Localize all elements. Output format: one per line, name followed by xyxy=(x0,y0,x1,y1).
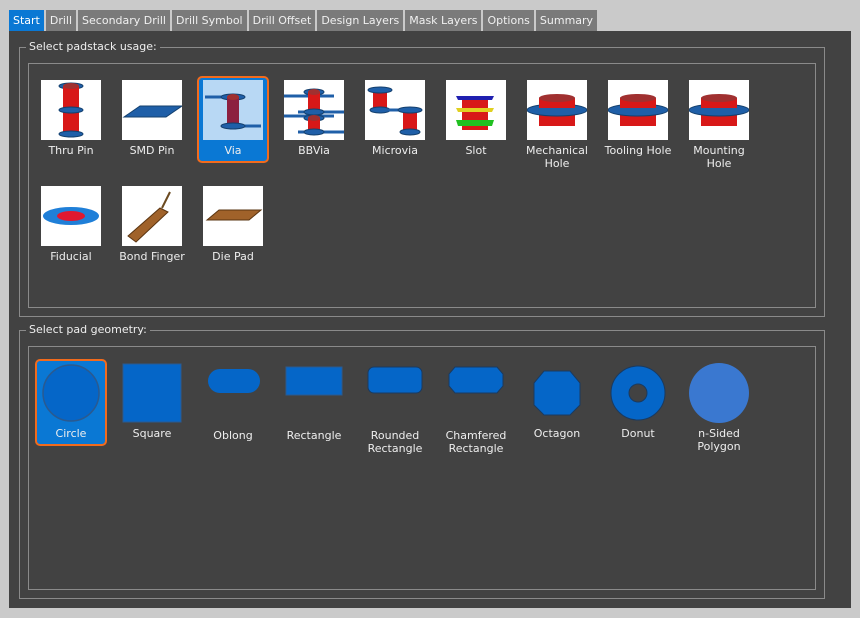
rounded-rectangle-icon xyxy=(367,366,423,394)
tab-design-layers[interactable]: Design Layers xyxy=(317,10,404,31)
option-label: BBVia xyxy=(298,144,330,157)
option-label: SMD Pin xyxy=(129,144,175,157)
usage-option-fiducial[interactable]: Fiducial xyxy=(37,184,105,265)
usage-option-slot[interactable]: Slot xyxy=(442,78,510,159)
hole-icon xyxy=(689,80,749,140)
usage-option-smd-pin[interactable]: SMD Pin xyxy=(118,78,186,159)
microvia-icon xyxy=(365,80,425,140)
padstack-usage-list: Thru Pin SMD Pin Via BBVia Microvia Slot Mecha… xyxy=(28,63,816,308)
chamfered-rectangle-icon xyxy=(448,366,504,394)
option-label: Slot xyxy=(465,144,487,157)
usage-option-via[interactable]: Via xyxy=(197,76,269,163)
geometry-option-square[interactable]: Square xyxy=(118,361,186,442)
option-label: Fiducial xyxy=(50,250,92,263)
octagon-icon xyxy=(533,370,581,416)
tab-drill[interactable]: Drill xyxy=(45,10,77,31)
geometry-option-circle[interactable]: Circle xyxy=(35,359,107,446)
bbvia-icon xyxy=(284,80,344,140)
usage-option-hole[interactable]: Mounting Hole xyxy=(685,78,753,172)
option-label: Oblong xyxy=(213,429,253,442)
option-label: n-Sided Polygon xyxy=(697,427,741,453)
geometry-option-oblong[interactable]: Oblong xyxy=(199,363,267,444)
tab-drill-symbol[interactable]: Drill Symbol xyxy=(171,10,247,31)
geometry-option-rounded-rectangle[interactable]: Rounded Rectangle xyxy=(361,363,429,457)
usage-option-die-pad[interactable]: Die Pad xyxy=(199,184,267,265)
rectangle-icon xyxy=(285,366,343,396)
tab-drill-offset[interactable]: Drill Offset xyxy=(248,10,316,31)
usage-option-bbvia[interactable]: BBVia xyxy=(280,78,348,159)
geometry-option-octagon[interactable]: Octagon xyxy=(523,361,591,442)
geometry-option-polygon[interactable]: n-Sided Polygon xyxy=(685,361,753,455)
option-label: Tooling Hole xyxy=(604,144,672,157)
option-label: Square xyxy=(132,427,172,440)
option-label: Via xyxy=(224,144,242,157)
hole-icon xyxy=(527,80,587,140)
option-label: Mechanical Hole xyxy=(526,144,588,170)
die-pad-icon xyxy=(203,186,263,246)
geometry-option-donut[interactable]: Donut xyxy=(604,361,672,442)
option-label: Rectangle xyxy=(286,429,342,442)
circle-icon xyxy=(42,364,100,422)
usage-option-bond-finger[interactable]: Bond Finger xyxy=(118,184,186,265)
option-label: Die Pad xyxy=(212,250,254,263)
option-label: Thru Pin xyxy=(48,144,94,157)
hole-icon xyxy=(608,80,668,140)
square-icon xyxy=(122,363,182,423)
padstack-usage-group: Select padstack usage: Thru Pin SMD Pin Vi… xyxy=(19,40,825,317)
start-panel: Select padstack usage: Thru Pin SMD Pin Vi… xyxy=(9,31,851,608)
tab-summary[interactable]: Summary xyxy=(535,10,598,31)
oblong-icon xyxy=(208,369,260,393)
usage-option-thru-pin[interactable]: Thru Pin xyxy=(37,78,105,159)
smd-pin-icon xyxy=(122,80,182,140)
option-label: Bond Finger xyxy=(119,250,185,263)
option-label: Chamfered Rectangle xyxy=(445,429,507,455)
polygon-icon xyxy=(689,363,749,423)
option-label: Rounded Rectangle xyxy=(367,429,423,455)
via-icon xyxy=(203,80,263,140)
padstack-usage-title: Select padstack usage: xyxy=(26,40,160,53)
option-label: Donut xyxy=(621,427,655,440)
geometry-option-rectangle[interactable]: Rectangle xyxy=(280,363,348,444)
usage-option-microvia[interactable]: Microvia xyxy=(361,78,429,159)
tab-secondary-drill[interactable]: Secondary Drill xyxy=(78,10,170,31)
slot-icon xyxy=(446,80,506,140)
donut-icon xyxy=(610,365,666,421)
option-label: Circle xyxy=(55,427,87,440)
bond-finger-icon xyxy=(122,186,182,246)
geometry-option-chamfered-rectangle[interactable]: Chamfered Rectangle xyxy=(442,363,510,457)
usage-option-hole[interactable]: Tooling Hole xyxy=(604,78,672,159)
option-label: Mounting Hole xyxy=(693,144,745,170)
usage-option-hole[interactable]: Mechanical Hole xyxy=(523,78,591,172)
pad-geometry-title: Select pad geometry: xyxy=(26,323,150,336)
option-label: Microvia xyxy=(372,144,418,157)
tab-start[interactable]: Start xyxy=(9,10,44,31)
pad-geometry-list: Circle Square Oblong Rectangle Rounded Recta… xyxy=(28,346,816,590)
option-label: Octagon xyxy=(533,427,581,440)
fiducial-icon xyxy=(41,186,101,246)
tab-bar: Start Drill Secondary Drill Drill Symbol Dri… xyxy=(9,10,598,31)
pad-geometry-group: Select pad geometry: Circle Square Oblong R… xyxy=(19,323,825,599)
tab-mask-layers[interactable]: Mask Layers xyxy=(405,10,482,31)
thru-pin-icon xyxy=(41,80,101,140)
tab-options[interactable]: Options xyxy=(483,10,534,31)
